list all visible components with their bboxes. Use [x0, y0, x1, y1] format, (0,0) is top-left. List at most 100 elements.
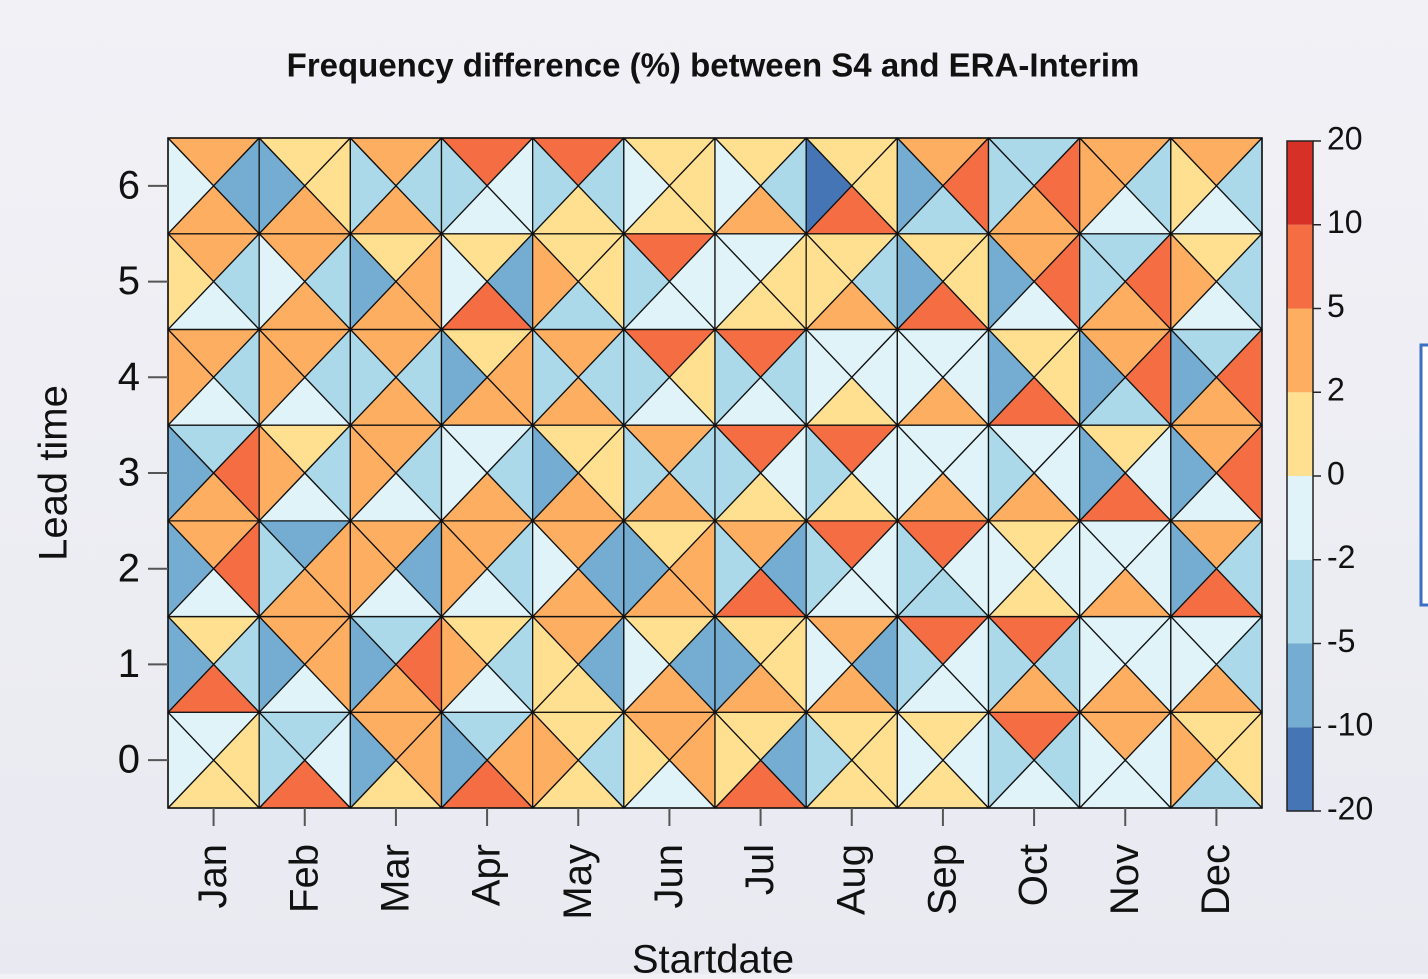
cell-triangle	[987, 328, 1035, 426]
cell-triangle	[532, 424, 579, 522]
y-tick-label: 1	[118, 642, 140, 686]
cell-triangle	[258, 711, 306, 809]
cell-triangle	[1079, 615, 1126, 713]
colorbar-tick-label: -5	[1327, 623, 1355, 659]
colorbar-segment	[1287, 224, 1313, 309]
colorbar-segment	[1287, 643, 1313, 728]
colorbar-tick-label: -10	[1327, 707, 1373, 743]
cell-triangle	[532, 233, 579, 331]
cell-triangle	[896, 520, 944, 618]
y-tick-label: 3	[118, 451, 140, 495]
cell-triangle	[1170, 233, 1218, 331]
cell-triangle	[1079, 424, 1126, 522]
cell-triangle	[623, 711, 671, 809]
cell-triangle	[987, 233, 1035, 331]
cell-triangle	[987, 137, 1035, 235]
x-tick-label: Apr	[465, 844, 509, 906]
cell-triangle	[714, 328, 762, 426]
cell-triangle	[440, 233, 488, 331]
colorbar-tick-label: 10	[1327, 204, 1363, 240]
cell-triangle	[1170, 137, 1218, 235]
cell-triangle	[349, 424, 397, 522]
cell-triangle	[1079, 520, 1126, 618]
colorbar-segment	[1287, 559, 1313, 644]
cell-triangle	[258, 233, 306, 331]
x-axis-label: Startdate	[632, 938, 794, 974]
cell-triangle	[714, 711, 762, 809]
cell-triangle	[623, 520, 671, 618]
cell-triangle	[896, 711, 944, 809]
chart-title: Frequency difference (%) between S4 and …	[287, 47, 1140, 84]
cell-triangle	[349, 233, 397, 331]
cell-triangle	[1170, 424, 1218, 522]
cell-triangle	[805, 328, 853, 426]
y-tick-label: 5	[118, 259, 140, 303]
colorbar-tick-label: 5	[1327, 288, 1345, 324]
cell-triangle	[440, 520, 488, 618]
cell-triangle	[987, 615, 1035, 713]
colorbar-segment	[1287, 308, 1313, 393]
cell-triangle	[805, 233, 853, 331]
cell-triangle	[623, 615, 671, 713]
cell-triangle	[805, 615, 853, 713]
colorbar-tick-label: -2	[1327, 539, 1355, 575]
cell-triangle	[896, 328, 944, 426]
x-tick-label: Oct	[1012, 844, 1056, 906]
cell-triangle	[987, 520, 1035, 618]
cell-triangle	[987, 711, 1035, 809]
cell-triangle	[1170, 520, 1218, 618]
plot-cells	[167, 137, 1263, 809]
cell-triangle	[1079, 328, 1126, 426]
cell-triangle	[714, 615, 762, 713]
colorbar-segment	[1287, 476, 1313, 560]
cell-triangle	[623, 328, 671, 426]
cell-triangle	[440, 711, 488, 809]
cell-triangle	[1079, 711, 1126, 809]
cell-triangle	[349, 615, 397, 713]
cell-triangle	[440, 137, 488, 235]
cell-triangle	[258, 520, 306, 618]
colorbar-segment	[1287, 141, 1313, 225]
cell-triangle	[714, 137, 762, 235]
y-tick-label: 0	[118, 738, 140, 782]
cell-triangle	[714, 424, 762, 522]
cell-triangle	[349, 711, 397, 809]
colorbar-segment	[1287, 392, 1313, 476]
x-tick-label: Nov	[1103, 844, 1147, 915]
cell-triangle	[896, 233, 944, 331]
y-tick-label: 2	[118, 546, 140, 590]
cell-triangle	[532, 520, 579, 618]
x-tick-label: Mar	[373, 844, 417, 913]
cell-triangle	[805, 711, 853, 809]
y-tick-label: 6	[118, 163, 140, 207]
cell-triangle	[349, 137, 397, 235]
clipped-panel	[1419, 343, 1428, 607]
cell-triangle	[349, 328, 397, 426]
cell-triangle	[896, 615, 944, 713]
colorbar-tick-label: 2	[1327, 372, 1345, 408]
y-tick-label: 4	[118, 355, 140, 399]
cell-triangle	[896, 424, 944, 522]
colorbar-tick-label: 0	[1327, 455, 1345, 491]
x-tick-label: Jun	[647, 844, 691, 909]
colorbar-segment	[1287, 727, 1313, 811]
cell-triangle	[440, 424, 488, 522]
cell-triangle	[532, 328, 579, 426]
cell-triangle	[258, 615, 306, 713]
cell-triangle	[987, 424, 1035, 522]
x-tick-label: Jul	[738, 844, 782, 895]
cell-triangle	[258, 137, 306, 235]
cell-triangle	[714, 520, 762, 618]
cell-triangle	[1170, 328, 1218, 426]
cell-triangle	[623, 233, 671, 331]
x-tick-label: Aug	[829, 844, 873, 915]
x-tick-label: Jan	[191, 844, 235, 909]
cell-triangle	[623, 424, 671, 522]
cell-triangle	[805, 137, 853, 235]
cell-triangle	[805, 424, 853, 522]
cell-triangle	[532, 615, 579, 713]
cell-triangle	[623, 137, 671, 235]
cell-triangle	[896, 137, 944, 235]
